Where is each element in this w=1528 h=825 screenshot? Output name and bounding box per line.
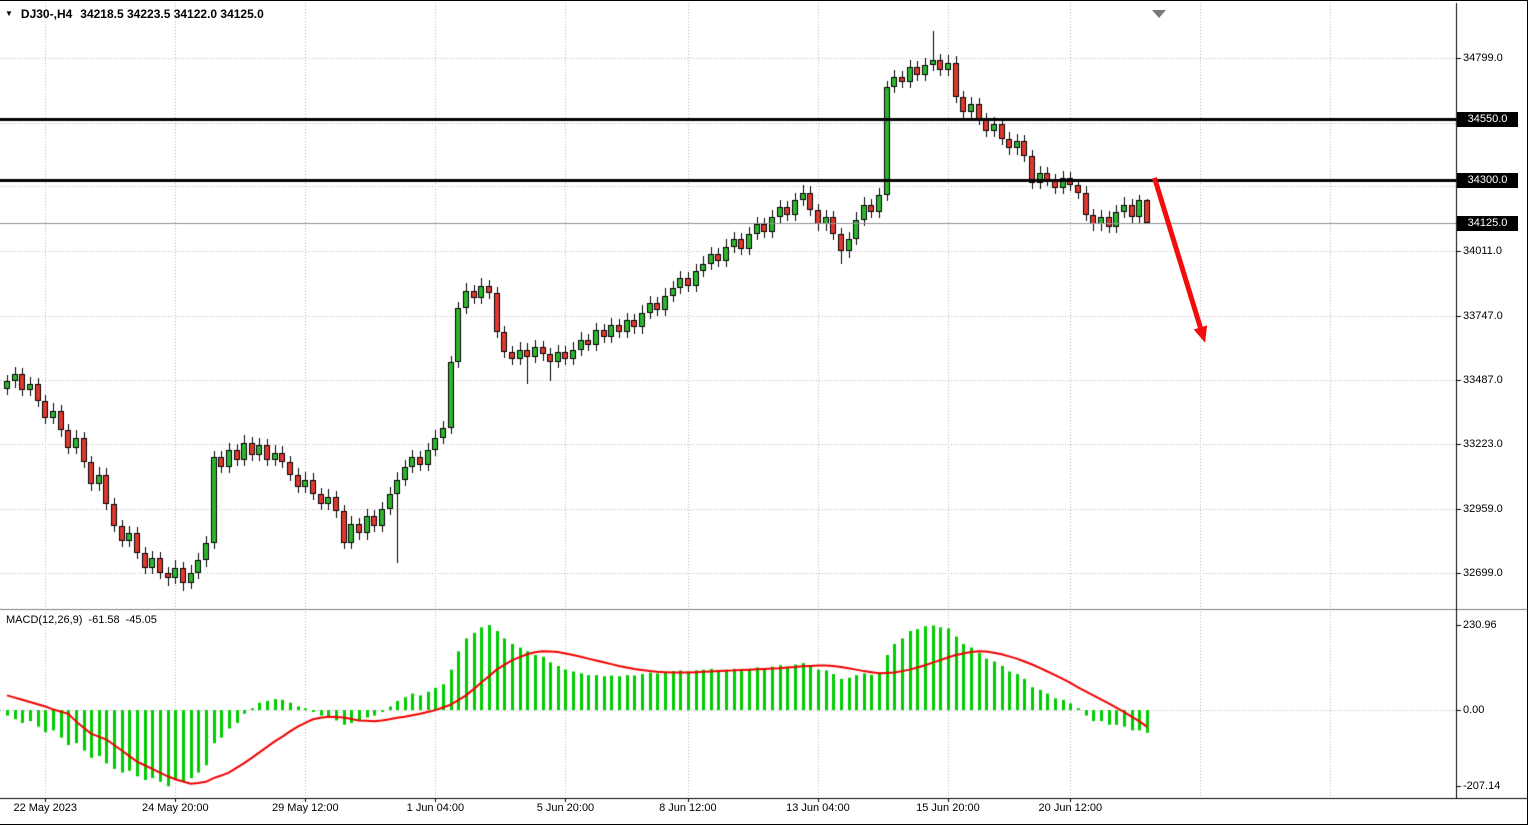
- price-axis-label: 32699.0: [1463, 566, 1503, 579]
- indicator-axis-label: -207.14: [1463, 780, 1501, 793]
- indicator-axis-label: 230.96: [1463, 619, 1497, 632]
- price-axis[interactable]: 34799.0 34011.0 33747.0 33487.0 33223.0 32959…: [1457, 1, 1527, 798]
- time-axis-label: 20 Jun 12:00: [1038, 802, 1103, 814]
- price-axis-label: 33487.0: [1463, 373, 1503, 386]
- time-axis-label: 29 May 12:00: [272, 802, 339, 814]
- chart-shift-marker[interactable]: [1152, 10, 1166, 18]
- symbol-period-label: DJ30-,H4: [20, 7, 73, 21]
- ohlc-values: 34218.5 34223.5 34122.0 34125.0: [80, 7, 264, 21]
- current-price-badge: 34125.0: [1457, 215, 1518, 231]
- time-axis[interactable]: 22 May 2023 24 May 20:00 29 May 12:00 1 Jun…: [0, 800, 1527, 824]
- time-axis-label: 22 May 2023: [13, 802, 78, 814]
- price-level-badge: 34300.0: [1457, 172, 1518, 188]
- time-axis-label: 24 May 20:00: [141, 802, 209, 814]
- indicator-label: MACD(12,26,9) -61.58 -45.05: [6, 614, 157, 626]
- symbol-info: ▼ DJ30-,H4 34218.5 34223.5 34122.0 34125…: [5, 7, 264, 21]
- time-axis-label: 13 Jun 04:00: [786, 802, 850, 814]
- indicator-name: MACD(12,26,9): [6, 614, 83, 626]
- time-axis-label: 15 Jun 20:00: [916, 802, 980, 814]
- price-axis-label: 33223.0: [1463, 438, 1503, 451]
- indicator-axis-label: 0.00: [1463, 704, 1485, 717]
- time-axis-label: 8 Jun 12:00: [659, 802, 717, 814]
- one-click-trading-icon[interactable]: ▼: [5, 9, 13, 18]
- price-axis-label: 32959.0: [1463, 503, 1503, 516]
- indicator-signal-value: -45.05: [125, 614, 157, 626]
- price-level-badge: 34550.0: [1457, 111, 1518, 127]
- indicator-main-value: -61.58: [88, 614, 120, 626]
- price-axis-label: 34011.0: [1463, 245, 1502, 258]
- time-axis-label: 5 Jun 20:00: [536, 802, 595, 814]
- price-axis-label: 33747.0: [1463, 309, 1503, 322]
- price-axis-label: 34799.0: [1463, 51, 1503, 64]
- time-axis-label: 1 Jun 04:00: [406, 802, 465, 814]
